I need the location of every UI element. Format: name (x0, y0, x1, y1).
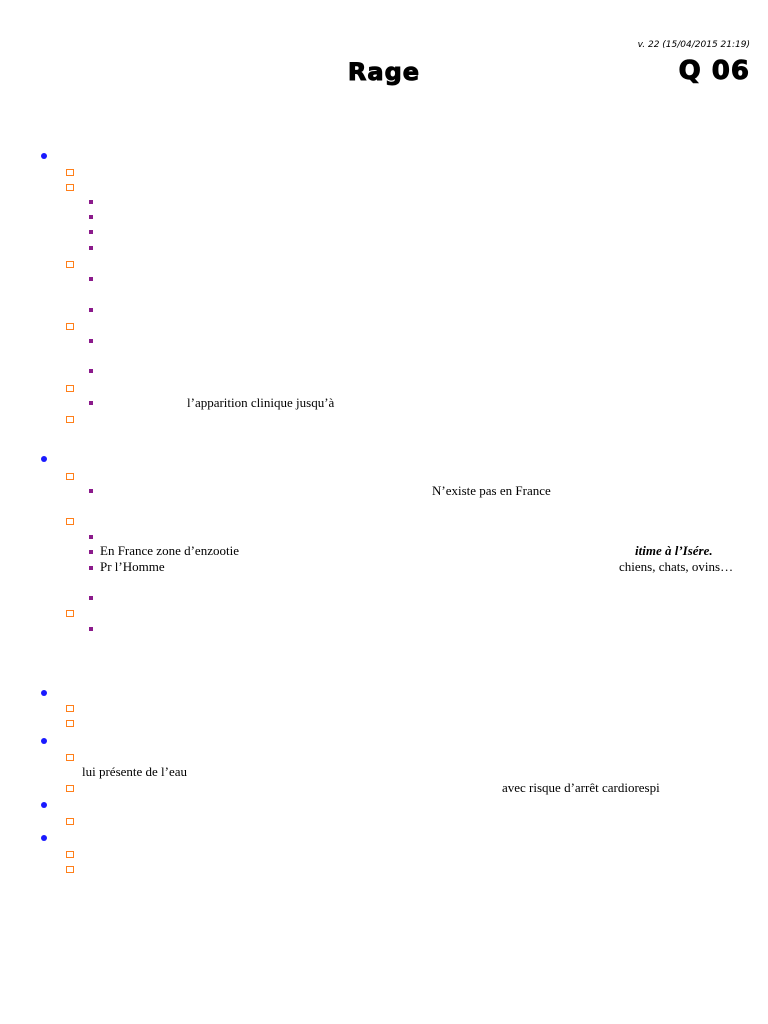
page-title: Rage (347, 58, 421, 87)
bullet-level3 (89, 215, 93, 219)
bullet-level2 (66, 818, 74, 825)
bullet-level3 (89, 566, 93, 570)
bullet-level2 (66, 866, 74, 873)
bullet-level1 (41, 835, 47, 841)
bullet-level3 (89, 627, 93, 631)
bullet-level2 (66, 385, 74, 392)
bullet-level2 (66, 785, 74, 792)
bullet-level3 (89, 369, 93, 373)
bullet-level1 (41, 456, 47, 462)
bullet-level3 (89, 401, 93, 405)
bullet-level2 (66, 169, 74, 176)
bullet-level3 (89, 200, 93, 204)
bullet-level2 (66, 705, 74, 712)
enzootic-zone-text: En France zone d’enzootie (100, 543, 239, 558)
bullet-level1 (41, 802, 47, 808)
bullet-level1 (41, 153, 47, 159)
bullet-level2 (66, 518, 74, 525)
question-code: Q 06 (678, 56, 750, 87)
bullet-level3 (89, 246, 93, 250)
bullet-level1 (41, 738, 47, 744)
france-absence-text: N’existe pas en France (432, 483, 551, 498)
human-text: Pr l’Homme (100, 559, 165, 574)
bullet-level3 (89, 550, 93, 554)
bullet-level2 (66, 473, 74, 480)
bullet-level1 (41, 690, 47, 696)
cardiac-arrest-text: avec risque d’arrêt cardiorespi (502, 780, 660, 795)
bullet-level2 (66, 720, 74, 727)
bullet-level3 (89, 277, 93, 281)
bullet-level2 (66, 184, 74, 191)
bullet-level3 (89, 230, 93, 234)
incubation-text: l’apparition clinique jusqu’à (187, 395, 335, 410)
bullet-level2 (66, 416, 74, 423)
isere-text: itime à l’Isére. (635, 543, 713, 558)
bullet-level2 (66, 754, 74, 761)
bullet-level2 (66, 851, 74, 858)
version-stamp: v. 22 (15/04/2015 21:19) (637, 40, 750, 50)
animals-text: chiens, chats, ovins… (619, 559, 734, 574)
bullet-level2 (66, 261, 74, 268)
bullet-level3 (89, 489, 93, 493)
bullet-level2 (66, 610, 74, 617)
bullet-level3 (89, 308, 93, 312)
bullet-level2 (66, 323, 74, 330)
hydrophobia-text: lui présente de l’eau (82, 764, 188, 779)
bullet-level3 (89, 339, 93, 343)
bullet-level3 (89, 596, 93, 600)
bullet-level3 (89, 535, 93, 539)
